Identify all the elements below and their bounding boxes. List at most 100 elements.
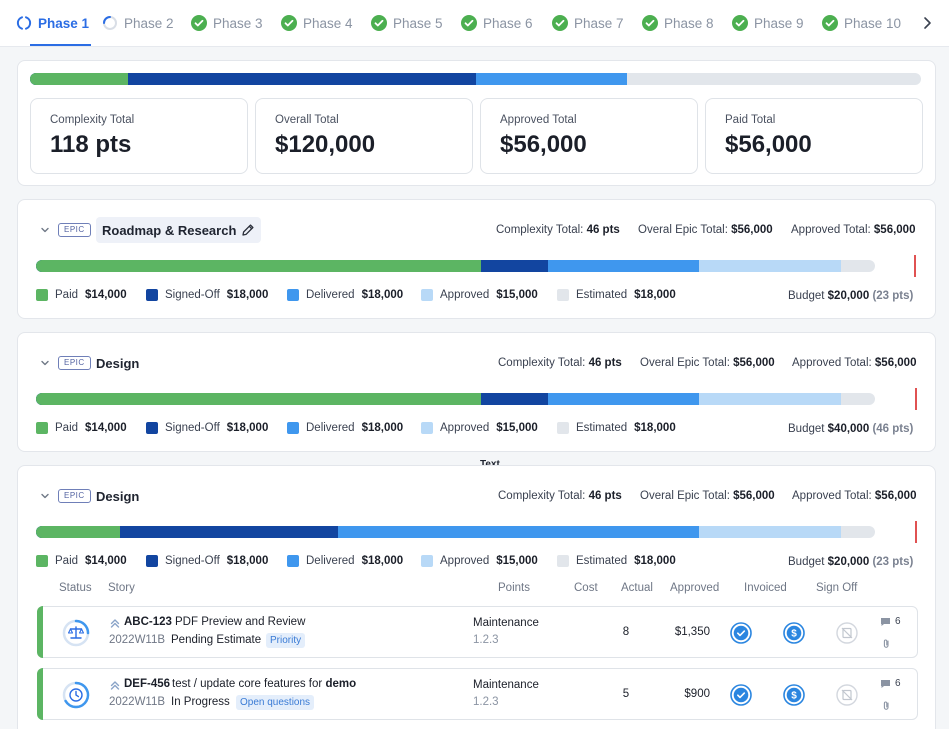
chevron-down-icon[interactable]: [39, 357, 51, 369]
story-category: Maintenance: [473, 679, 539, 691]
legend-signed-off: Signed-Off $18,000: [146, 422, 268, 434]
tab-phase-8[interactable]: Phase 8: [642, 0, 714, 46]
epic-approved-total: Approved Total: $56,000: [791, 224, 915, 236]
meta-value: $56,000: [733, 357, 775, 369]
row-status-accent: [37, 606, 43, 658]
story-row[interactable]: DEF-456 test / update core features for …: [37, 668, 918, 720]
tab-phase-2[interactable]: Phase 2: [102, 0, 174, 46]
tab-phase-4[interactable]: Phase 4: [281, 0, 353, 46]
legend-label: Signed-Off: [165, 289, 220, 301]
paperclip-icon[interactable]: [881, 700, 892, 711]
tab-phase-7[interactable]: Phase 7: [552, 0, 624, 46]
tab-label: Phase 8: [664, 15, 714, 31]
story-tag: Open questions: [236, 695, 315, 710]
summary-card: Complexity Total 118 pts Overall Total $…: [17, 60, 936, 186]
tab-phase-9[interactable]: Phase 9: [732, 0, 804, 46]
invoice-dollar-icon[interactable]: $: [783, 684, 805, 706]
story-sprint: 2022W11B: [109, 696, 166, 708]
story-key[interactable]: DEF-456: [124, 678, 171, 690]
bar-segment-signed-off: [30, 73, 476, 85]
story-row[interactable]: ABC-123 PDF Preview and Review 2022W11B …: [37, 606, 918, 658]
story-name[interactable]: PDF Preview and Review: [175, 616, 306, 628]
paperclip-icon[interactable]: [881, 638, 892, 649]
stat-label: Complexity Total: [50, 114, 135, 126]
phase-tabs: Phase 1 Phase 2 Phase 3 Phase 4 Phase 5 …: [0, 0, 949, 47]
legend-label: Estimated: [576, 289, 628, 301]
check-circle-icon: [461, 15, 477, 31]
phase-active-icon: [16, 16, 32, 30]
summary-progress-bar: [30, 73, 921, 85]
budget-value: $20,000: [827, 556, 870, 568]
legend-amount: $18,000: [361, 289, 404, 301]
story-name-highlight: demo: [325, 678, 357, 690]
legend-label: Approved: [440, 289, 490, 301]
legend-amount: $14,000: [85, 422, 127, 434]
budget-label: Budget: [788, 290, 825, 302]
legend-swatch: [36, 289, 48, 301]
legend-delivered: Delivered $18,000: [287, 422, 403, 434]
legend-swatch: [146, 555, 158, 567]
sign-off-icon[interactable]: [836, 622, 858, 644]
legend-amount: $18,000: [226, 289, 269, 301]
epic-total: Overal Epic Total: $56,000: [640, 490, 775, 502]
scale-icon: [62, 619, 90, 647]
epic-title[interactable]: Design: [96, 356, 140, 371]
sign-off-icon[interactable]: [836, 684, 858, 706]
tab-phase-5[interactable]: Phase 5: [371, 0, 443, 46]
legend-amount: $18,000: [634, 555, 676, 567]
meta-value: $56,000: [874, 357, 917, 369]
story-actual: 8: [622, 626, 630, 638]
budget-points: (46 pts): [872, 423, 914, 435]
chevron-down-icon[interactable]: [39, 224, 51, 236]
legend-signed-off: Signed-Off $18,000: [146, 555, 268, 567]
tab-phase-10[interactable]: Phase 10: [822, 0, 901, 46]
invoice-dollar-icon[interactable]: $: [783, 622, 805, 644]
tab-phase-6[interactable]: Phase 6: [461, 0, 533, 46]
epic-badge: EPIC: [58, 489, 91, 503]
budget-marker: [915, 521, 917, 543]
legend-swatch: [557, 555, 569, 567]
comments-value: 6: [895, 678, 901, 689]
chevron-down-icon[interactable]: [39, 490, 51, 502]
legend-delivered: Delivered $18,000: [287, 555, 403, 567]
epic-approved-total: Approved Total: $56,000: [792, 357, 916, 369]
stat-value: $56,000: [500, 131, 587, 158]
epic-total: Overal Epic Total: $56,000: [640, 357, 775, 369]
tab-label: Phase 5: [393, 15, 443, 31]
legend-estimated: Estimated $18,000: [557, 289, 676, 301]
chevron-right-icon[interactable]: [918, 14, 936, 32]
stat-label: Paid Total: [725, 114, 776, 126]
stat-label: Overall Total: [275, 114, 339, 126]
active-tab-indicator: [30, 44, 91, 46]
tab-phase-3[interactable]: Phase 3: [191, 0, 263, 46]
pencil-icon[interactable]: [241, 223, 255, 237]
tab-label: Phase 7: [574, 15, 624, 31]
meta-value: 46 pts: [588, 357, 622, 369]
tab-label: Phase 3: [213, 15, 263, 31]
story-name[interactable]: test / update core features for demo: [172, 678, 356, 690]
epic-budget: Budget $20,000 (23 pts): [788, 290, 913, 302]
budget-marker: [914, 255, 916, 277]
bar-segment-paid: [30, 73, 128, 85]
legend-swatch: [36, 555, 48, 567]
epic-title[interactable]: Design: [96, 489, 140, 504]
meta-value: 46 pts: [586, 224, 620, 236]
epic-title-field[interactable]: [96, 217, 261, 243]
tab-phase-1[interactable]: Phase 1: [16, 0, 89, 46]
comments-count[interactable]: 6: [880, 678, 901, 689]
epic-card-design-expanded: EPIC Design Complexity Total: 46 pts Ove…: [17, 465, 936, 729]
legend-label: Paid: [55, 289, 79, 301]
legend-estimated: Estimated $18,000: [557, 422, 676, 434]
story-key[interactable]: ABC-123: [124, 616, 172, 628]
stat-label: Approved Total: [500, 114, 577, 126]
comment-icon: [881, 617, 890, 626]
approved-check-icon[interactable]: [730, 684, 752, 706]
meta-value: $56,000: [874, 490, 917, 502]
comments-count[interactable]: 6: [880, 616, 901, 627]
approved-check-icon[interactable]: [730, 622, 752, 644]
legend-signed-off: Signed-Off $18,000: [146, 289, 268, 301]
story-state: In Progress: [171, 696, 230, 708]
legend-amount: $14,000: [85, 289, 127, 301]
epic-card-design: EPIC Design Complexity Total: 46 pts Ove…: [17, 332, 936, 452]
legend-swatch: [287, 555, 299, 567]
